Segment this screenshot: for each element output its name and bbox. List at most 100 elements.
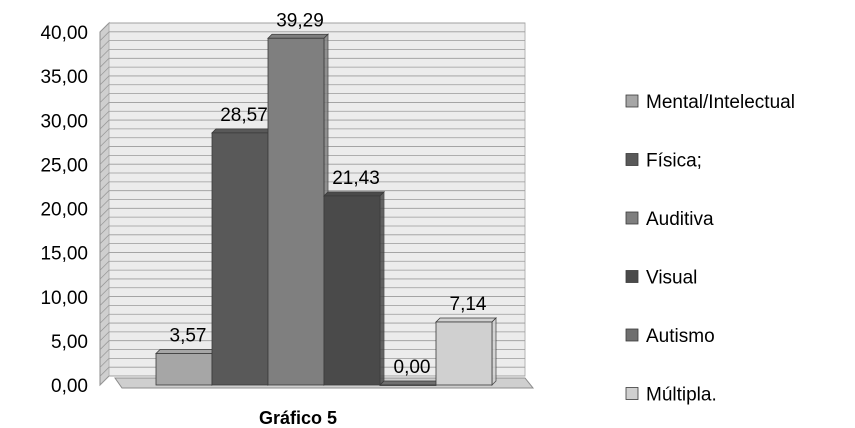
legend-item: Mental/Intelectual <box>625 92 795 113</box>
bar-top <box>323 191 385 197</box>
bar-top <box>435 317 497 323</box>
legend-item: Autismo <box>625 326 715 347</box>
y-tick-label: 0,00 <box>51 376 88 397</box>
bar-front <box>155 353 213 386</box>
gridline-side <box>99 366 110 377</box>
gridline-side <box>99 208 110 218</box>
legend-swatch <box>625 153 639 166</box>
gridline-side <box>99 216 110 227</box>
gridline-side <box>99 102 110 112</box>
legend-item: Visual <box>625 268 697 289</box>
bar-front <box>267 37 325 386</box>
legend-swatch <box>625 328 639 342</box>
bar-front <box>435 321 493 386</box>
gridline-side <box>99 358 110 368</box>
gridline-side <box>99 146 110 156</box>
gridline-side <box>99 287 110 298</box>
gridline-side <box>99 305 110 315</box>
bar-Auditiva <box>267 33 329 386</box>
y-tick-label: 20,00 <box>40 200 88 221</box>
gridline-side <box>99 31 110 42</box>
legend: Mental/Intelectual Física; Auditiva Visual A… <box>625 92 795 406</box>
legend-label: Autismo <box>646 326 715 347</box>
legend-label: Auditiva <box>646 209 714 230</box>
gridline-side <box>99 172 110 183</box>
gridline-side <box>99 340 110 350</box>
data-label: 28,57 <box>220 105 268 126</box>
bar-front <box>211 132 269 386</box>
gridline-side <box>99 93 110 103</box>
gridline-side <box>99 22 110 33</box>
gridline-side <box>99 375 110 386</box>
gridline-side <box>99 243 110 253</box>
gridline-side <box>99 349 110 359</box>
y-tick-label: 40,00 <box>40 23 88 44</box>
gridline-side <box>99 269 110 280</box>
gridline-side <box>99 190 110 200</box>
legend-swatch <box>625 211 639 225</box>
gridline-side <box>99 199 110 209</box>
data-label: 21,43 <box>332 168 380 189</box>
legend-swatch <box>625 387 639 400</box>
y-tick-label: 15,00 <box>40 244 88 265</box>
gridline-side <box>99 296 110 306</box>
legend-label: Física; <box>646 151 702 172</box>
bar-front <box>323 195 381 386</box>
bar-front <box>379 384 437 386</box>
gridline-side <box>99 66 110 77</box>
y-tick-label: 10,00 <box>40 288 88 309</box>
data-label: 3,57 <box>170 325 207 346</box>
bars <box>155 33 497 386</box>
legend-item: Auditiva <box>625 209 714 230</box>
gridline-side <box>99 313 110 324</box>
legend-item: Múltipla. <box>625 385 717 406</box>
data-labels: 3,57 28,57 39,29 21,43 0,00 7,14 <box>170 10 487 378</box>
bar-side <box>379 190 385 386</box>
gridline-side <box>99 331 110 342</box>
gridline-side <box>99 137 110 148</box>
data-label: 0,00 <box>394 357 431 378</box>
gridline-side <box>99 58 110 68</box>
data-label: 39,29 <box>276 10 324 31</box>
data-label: 7,14 <box>450 294 487 315</box>
gridline-side <box>99 252 110 262</box>
gridline-side <box>99 322 110 333</box>
y-tick-label: 30,00 <box>40 111 88 132</box>
legend-swatch <box>625 94 639 108</box>
gridline-side <box>99 119 110 130</box>
bar-top <box>379 380 441 386</box>
bar-Visual <box>323 190 385 386</box>
legend-swatch <box>625 270 639 283</box>
y-tick-label: 5,00 <box>51 332 88 353</box>
gridline-side <box>99 278 110 289</box>
legend-label: Visual <box>646 268 697 289</box>
gridline-side <box>99 49 110 59</box>
gridline-side <box>99 75 110 86</box>
gridline-side <box>99 260 110 271</box>
bar-top <box>155 349 217 354</box>
gridline-side <box>99 40 110 50</box>
legend-label: Múltipla. <box>646 385 717 406</box>
gridline-side <box>99 234 110 245</box>
bar-Mental/Intelectual <box>155 348 217 386</box>
y-axis-ticks: 0,00 5,00 10,00 15,00 20,00 25,00 30,00 35,00 40… <box>40 23 88 397</box>
gridline-side <box>99 181 110 192</box>
bar-Múltipla. <box>435 317 497 386</box>
gridline-side <box>99 225 110 236</box>
gridline-side <box>99 110 110 121</box>
bar-top <box>267 33 329 39</box>
bar-top <box>211 128 273 134</box>
gridline-side <box>99 155 110 165</box>
legend-item: Física; <box>625 151 702 172</box>
x-axis-label: Gráfico 5 <box>259 408 337 428</box>
legend-label: Mental/Intelectual <box>646 92 795 113</box>
gridline-side <box>99 84 110 95</box>
y-tick-label: 35,00 <box>40 67 88 88</box>
bar-Autismo <box>379 380 441 386</box>
bar-Física; <box>211 127 273 386</box>
bar-side <box>491 317 497 386</box>
gridline-side <box>99 128 110 139</box>
y-tick-label: 25,00 <box>40 155 88 176</box>
gridline-side <box>99 163 110 174</box>
